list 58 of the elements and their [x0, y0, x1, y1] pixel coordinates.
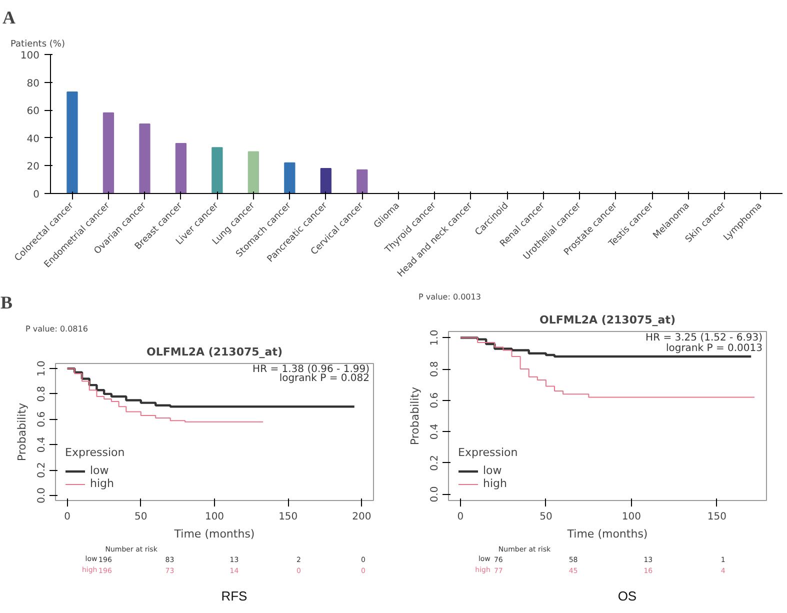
- y-tick-label: 0.4: [36, 436, 48, 453]
- y-tick-label: 0.4: [430, 424, 440, 440]
- x-tick-label: 200: [352, 512, 372, 522]
- y-tick-label: 60: [26, 106, 40, 118]
- x-tick-label: 100: [622, 512, 641, 522]
- y-tick-label: 0.6: [430, 392, 440, 408]
- chart-subtitle: P value: 0.0013: [418, 292, 481, 302]
- bar: [139, 124, 150, 194]
- y-tick-label: 100: [20, 50, 40, 62]
- legend-label: high: [90, 477, 114, 490]
- legend-title: Expression: [65, 446, 125, 459]
- bar: [212, 147, 223, 194]
- chart-title: OLFML2A (213075_at): [146, 346, 283, 358]
- y-tick-label: 1.0: [430, 330, 440, 346]
- bar: [175, 142, 187, 194]
- y-tick-label: 0.2: [430, 454, 440, 471]
- legend-label: low: [483, 464, 503, 477]
- x-axis-title: Time (months): [173, 528, 255, 540]
- legend-label: low: [90, 464, 110, 477]
- y-axis-title: Patients (%): [10, 40, 65, 50]
- annotation: logrank P = 0.0013: [666, 343, 763, 354]
- chart-subtitle: P value: 0.0816: [26, 324, 88, 334]
- x-tick-label: 0: [457, 512, 464, 522]
- y-tick-label: 40: [26, 134, 40, 145]
- y-tick-label: 0.8: [36, 386, 48, 402]
- x-tick-label: 50: [134, 512, 148, 522]
- y-tick-label: 0.8: [430, 361, 440, 378]
- legend-label: high: [483, 477, 507, 490]
- bar: [356, 169, 368, 194]
- bar: [320, 168, 332, 194]
- x-tick-label: 50: [540, 512, 552, 522]
- x-tick-label: 100: [204, 512, 224, 522]
- y-tick-label: 20: [26, 162, 40, 173]
- y-axis-title: Probability: [16, 402, 28, 462]
- bar: [102, 112, 114, 194]
- x-tick-label: 0: [64, 512, 70, 522]
- text: RFS: [221, 588, 248, 604]
- y-tick-label: 0: [33, 190, 40, 200]
- chart-title: OLFML2A (213075_at): [540, 314, 676, 326]
- annotation: HR = 3.25 (1.52 - 6.93): [646, 332, 763, 344]
- bar: [248, 151, 260, 194]
- x-tick-label: 150: [278, 512, 298, 522]
- annotation: logrank P = 0.082: [279, 373, 370, 384]
- y-tick-label: 1.0: [36, 360, 48, 377]
- y-axis-title: Probability: [408, 386, 422, 446]
- y-tick-label: 0.6: [36, 411, 48, 428]
- text: A: [2, 8, 16, 28]
- bar: [66, 92, 78, 194]
- text: OS: [618, 588, 637, 604]
- y-tick-label: 80: [26, 78, 40, 90]
- y-tick-label: 0.2: [36, 462, 48, 478]
- x-axis-title: Time (months): [566, 528, 648, 540]
- text: B: [0, 292, 13, 312]
- x-tick-label: 150: [707, 512, 726, 522]
- y-tick-label: 0.0: [430, 486, 440, 502]
- y-tick-label: 0.0: [36, 487, 48, 504]
- bar: [284, 162, 296, 194]
- legend-title: Expression: [458, 446, 518, 459]
